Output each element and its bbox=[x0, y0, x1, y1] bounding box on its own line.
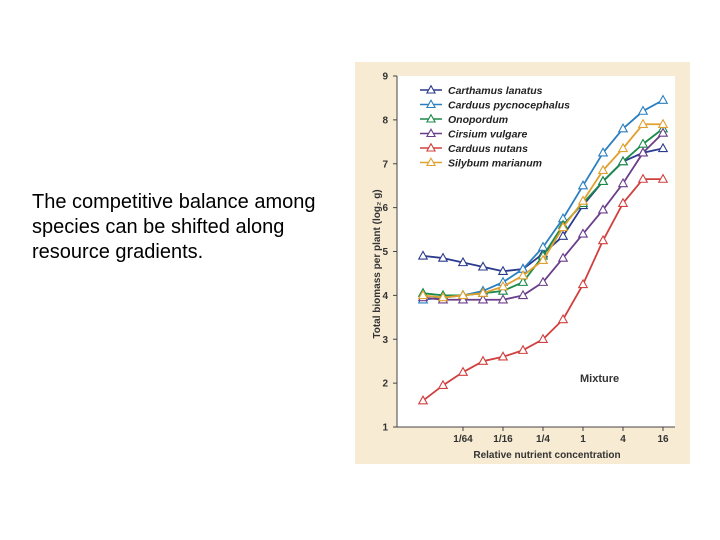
data-point-marker bbox=[497, 265, 509, 275]
data-point-marker bbox=[517, 270, 529, 280]
chart-series-layer bbox=[417, 94, 669, 405]
data-point-marker bbox=[597, 147, 609, 157]
legend-label: Carthamus lanatus bbox=[448, 85, 543, 97]
data-point-marker bbox=[477, 287, 489, 297]
data-point-marker bbox=[457, 366, 469, 376]
data-point-marker bbox=[597, 204, 609, 214]
data-point-marker bbox=[537, 254, 549, 264]
x-axis-title: Relative nutrient concentration bbox=[473, 450, 620, 461]
data-point-marker bbox=[657, 127, 669, 137]
data-point-marker bbox=[517, 289, 529, 300]
data-point-marker bbox=[657, 142, 669, 153]
y-tick-label: 6 bbox=[382, 203, 388, 214]
data-point-marker bbox=[437, 379, 449, 390]
x-tick-label: 1 bbox=[580, 434, 586, 445]
plot-area bbox=[397, 76, 675, 427]
legend-swatch-marker bbox=[425, 142, 437, 152]
data-point-marker bbox=[417, 289, 429, 300]
legend-swatch-marker bbox=[425, 157, 437, 167]
data-point-marker bbox=[657, 94, 669, 104]
data-point-marker bbox=[477, 355, 489, 365]
x-tick-label: 1/4 bbox=[536, 434, 550, 445]
data-point-marker bbox=[417, 250, 429, 260]
data-point-marker bbox=[457, 256, 469, 267]
biomass-chart-panel: 1 2 3 4 5 6 7 8 9 1/64 1/16 1/4 1 4 16 Carthamus lanat… bbox=[355, 62, 690, 464]
data-point-marker bbox=[477, 294, 489, 304]
data-point-marker bbox=[617, 197, 629, 207]
data-point-marker bbox=[557, 252, 569, 262]
legend-label: Silybum marianum bbox=[448, 158, 542, 170]
data-point-marker bbox=[537, 333, 549, 343]
data-point-marker bbox=[537, 276, 549, 286]
y-tick-label: 4 bbox=[382, 291, 388, 302]
y-tick-label: 8 bbox=[382, 115, 388, 126]
data-point-marker bbox=[517, 344, 529, 354]
data-point-marker bbox=[437, 291, 449, 302]
legend-swatch-marker bbox=[425, 99, 437, 109]
data-point-marker bbox=[617, 177, 629, 188]
y-tick-label: 9 bbox=[382, 72, 388, 83]
x-tick-label: 1/16 bbox=[493, 434, 513, 445]
data-point-marker bbox=[577, 180, 589, 190]
y-tick-label: 5 bbox=[382, 247, 388, 258]
data-point-marker bbox=[457, 289, 469, 300]
data-point-marker bbox=[557, 313, 569, 324]
x-tick-label: 1/64 bbox=[453, 434, 473, 445]
data-point-marker bbox=[437, 252, 449, 262]
data-point-marker bbox=[477, 261, 489, 271]
data-point-marker bbox=[657, 173, 669, 183]
legend-label: Onopordum bbox=[448, 114, 508, 126]
data-point-marker bbox=[517, 276, 529, 286]
data-point-marker bbox=[417, 395, 429, 405]
legend-label: Carduus pycnocephalus bbox=[448, 100, 570, 112]
data-point-marker bbox=[497, 351, 509, 361]
chart-annotation-mixture: Mixture bbox=[580, 373, 619, 385]
y-axis-title: Total biomass per plant (log₂ g) bbox=[372, 189, 383, 338]
legend-swatch-marker bbox=[425, 113, 437, 123]
legend-label: Cirsium vulgare bbox=[448, 129, 528, 141]
y-tick-label: 3 bbox=[382, 335, 388, 346]
data-point-marker bbox=[597, 234, 609, 245]
y-tick-label: 2 bbox=[382, 379, 388, 390]
data-point-marker bbox=[577, 228, 589, 238]
slide-body-text: The competitive balance among species ca… bbox=[32, 191, 316, 263]
data-point-marker bbox=[457, 294, 469, 304]
data-point-marker bbox=[637, 173, 649, 183]
legend-swatch-marker bbox=[425, 128, 437, 138]
x-tick-label: 16 bbox=[657, 434, 669, 445]
data-point-marker bbox=[637, 105, 649, 115]
data-point-marker bbox=[597, 175, 609, 185]
data-point-marker bbox=[617, 123, 629, 133]
data-point-marker bbox=[657, 118, 669, 128]
y-tick-label: 7 bbox=[382, 159, 388, 170]
chart-legend: Carthamus lanatus Carduus pycnocephalus On… bbox=[420, 84, 570, 170]
data-point-marker bbox=[617, 155, 629, 166]
data-point-marker bbox=[597, 164, 609, 175]
biomass-chart: 1 2 3 4 5 6 7 8 9 1/64 1/16 1/4 1 4 16 Carthamus lanat… bbox=[372, 72, 675, 461]
data-point-marker bbox=[637, 118, 649, 128]
y-tick-label: 1 bbox=[382, 423, 388, 434]
data-point-marker bbox=[557, 230, 569, 240]
legend-swatch-marker bbox=[425, 84, 437, 94]
chart-axes: 1 2 3 4 5 6 7 8 9 1/64 1/16 1/4 1 4 16 bbox=[382, 72, 675, 445]
data-point-marker bbox=[577, 278, 589, 289]
data-point-marker bbox=[557, 221, 569, 232]
data-point-marker bbox=[617, 142, 629, 153]
legend-label: Carduus nutans bbox=[448, 143, 528, 155]
data-point-marker bbox=[637, 147, 649, 157]
data-point-marker bbox=[577, 195, 589, 205]
data-point-marker bbox=[497, 280, 509, 291]
x-tick-label: 4 bbox=[620, 434, 626, 445]
data-point-marker bbox=[497, 294, 509, 304]
